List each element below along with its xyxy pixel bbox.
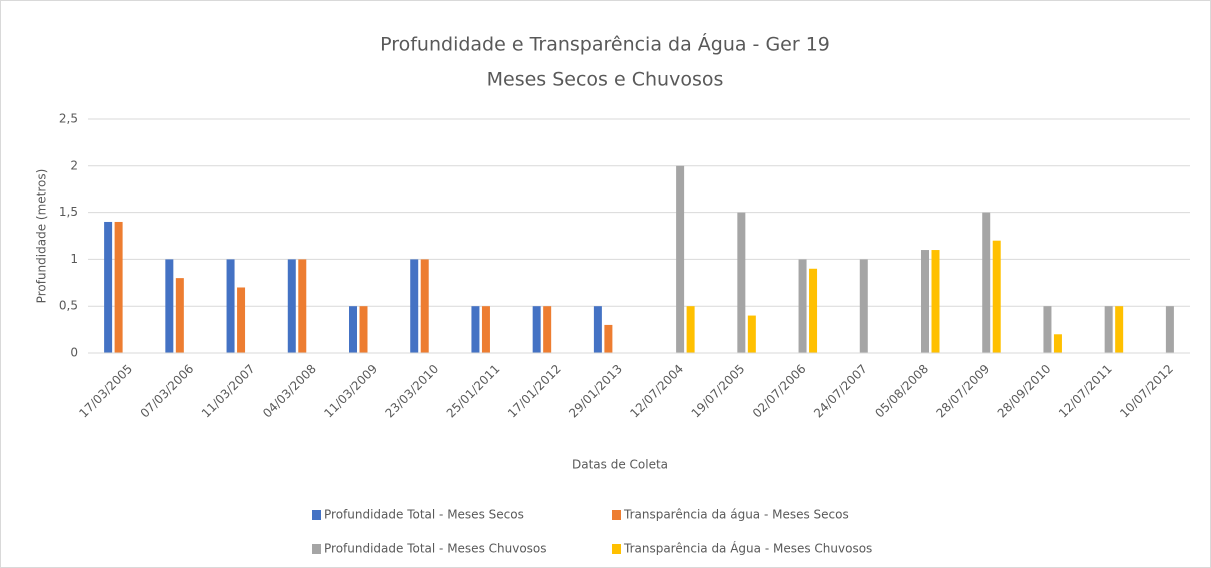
bar xyxy=(287,259,296,353)
legend-label: Profundidade Total - Meses Secos xyxy=(324,508,524,522)
bar xyxy=(593,306,602,353)
bar xyxy=(543,306,552,353)
bar xyxy=(931,250,940,353)
bar xyxy=(1165,306,1174,353)
y-axis-title: Profundidade (metros) xyxy=(35,169,49,304)
legend-label: Profundidade Total - Meses Chuvosos xyxy=(324,542,547,556)
bar xyxy=(859,259,868,353)
bar xyxy=(676,165,685,353)
y-tick-label: 0 xyxy=(70,346,78,360)
bar xyxy=(809,268,818,353)
bar xyxy=(747,315,756,353)
bar xyxy=(798,259,807,353)
bar xyxy=(604,324,613,353)
bar xyxy=(226,259,235,353)
y-tick-label: 1,5 xyxy=(59,205,78,219)
y-tick-label: 0,5 xyxy=(59,299,78,313)
bar xyxy=(982,212,991,353)
bar xyxy=(298,259,307,353)
bar xyxy=(737,212,746,353)
legend-swatch xyxy=(612,544,621,554)
legend-label: Transparência da água - Meses Secos xyxy=(623,508,849,522)
bar xyxy=(1043,306,1052,353)
bar xyxy=(175,278,184,353)
legend-swatch xyxy=(312,544,321,554)
bar xyxy=(1115,306,1124,353)
bar xyxy=(114,221,123,353)
bar xyxy=(420,259,429,353)
legend-label: Transparência da Água - Meses Chuvosos xyxy=(623,541,872,556)
y-tick-label: 2 xyxy=(70,158,78,172)
bar xyxy=(410,259,419,353)
bar xyxy=(104,221,113,353)
y-tick-label: 2,5 xyxy=(59,112,78,126)
bar xyxy=(686,306,695,353)
x-axis-title: Datas de Coleta xyxy=(572,458,668,472)
bar xyxy=(1053,334,1062,353)
chart-title: Profundidade e Transparência da Água - G… xyxy=(380,33,830,56)
bar xyxy=(349,306,357,353)
bar xyxy=(471,306,480,353)
bar xyxy=(165,259,174,353)
bar xyxy=(532,306,541,353)
chart-subtitle: Meses Secos e Chuvosos xyxy=(487,69,724,91)
bar xyxy=(1104,306,1113,353)
legend-swatch xyxy=(312,510,321,520)
bar xyxy=(481,306,490,353)
y-tick-label: 1 xyxy=(70,252,78,266)
bar xyxy=(359,306,368,353)
bar xyxy=(921,250,929,353)
legend-swatch xyxy=(612,510,621,520)
bar xyxy=(992,240,1001,353)
bar xyxy=(237,287,246,353)
